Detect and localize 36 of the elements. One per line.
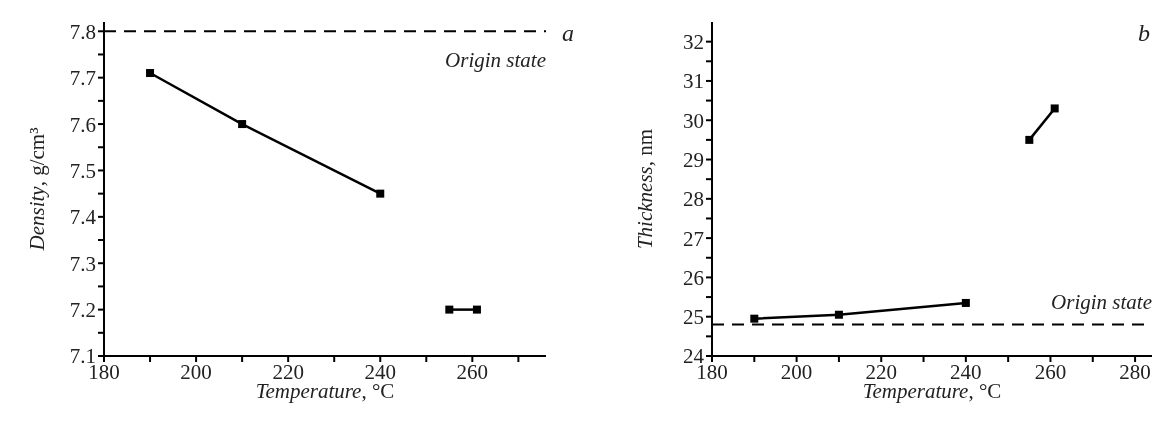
y-tick-label: 28	[683, 187, 704, 212]
x-tick-label: 260	[456, 359, 489, 384]
y-tick-label: 7.8	[69, 19, 96, 44]
text: a	[562, 20, 574, 47]
y-axis-title: Density, g/cm³	[25, 127, 49, 252]
y-tick-label: 30	[683, 108, 704, 133]
y-tick-label: 26	[683, 265, 704, 290]
point	[1050, 104, 1059, 113]
x-tick-label: 280	[1119, 359, 1151, 384]
y-tick-label: 7.2	[69, 298, 96, 323]
x-tick-label: 200	[180, 359, 212, 384]
point	[961, 298, 970, 307]
y-tick-label: 7.5	[69, 158, 96, 183]
y-tick-label: 32	[683, 30, 704, 55]
point	[1025, 135, 1034, 144]
y-tick-label: 29	[683, 147, 704, 172]
annotation: b	[1138, 20, 1150, 47]
y-tick-label: 27	[683, 226, 704, 251]
y-tick-label: 7.3	[69, 251, 96, 276]
y-axis-title: Thickness, nm	[633, 128, 657, 250]
ref-line-label: Origin state	[1051, 290, 1152, 315]
point	[445, 305, 454, 314]
point	[376, 189, 385, 198]
point	[834, 310, 843, 319]
y-tick-label: 7.4	[69, 205, 97, 230]
x-tick-label: 260	[1034, 359, 1067, 384]
point	[146, 69, 155, 78]
y-tick-label: 7.7	[69, 66, 96, 91]
y-tick-label: 7.6	[69, 112, 96, 137]
y-tick-label: 31	[683, 69, 704, 94]
point	[238, 120, 247, 129]
ref-line-label: Origin state	[445, 48, 546, 73]
point	[750, 314, 759, 323]
y-tick-label: 25	[683, 305, 704, 330]
point	[472, 305, 481, 314]
x-tick-label: 200	[780, 359, 813, 384]
